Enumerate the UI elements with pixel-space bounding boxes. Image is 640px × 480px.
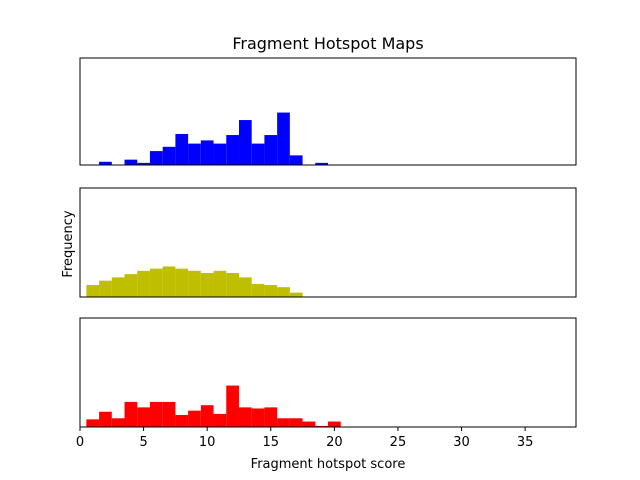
histogram-bar	[315, 425, 328, 427]
histogram-bar	[238, 120, 252, 165]
histogram-bar	[188, 410, 201, 427]
histogram-bar	[264, 285, 278, 297]
histogram-bar	[188, 143, 201, 165]
histogram-bar	[251, 283, 265, 297]
histogram-panel	[79, 317, 577, 428]
histogram-bar	[137, 407, 150, 427]
histogram-bar	[251, 408, 265, 427]
histogram-bar	[149, 401, 163, 427]
histogram-bar	[175, 415, 189, 427]
histogram-bar	[213, 413, 227, 427]
x-tick-label: 15	[262, 435, 279, 450]
histogram-bar	[302, 421, 316, 427]
histogram-bar	[162, 266, 176, 297]
histogram-bar	[149, 268, 163, 297]
histogram-bar	[111, 277, 125, 297]
histogram-bar	[200, 273, 214, 297]
histogram-bar	[175, 268, 189, 297]
x-tick-label: 5	[139, 435, 147, 450]
histogram-bar	[188, 270, 201, 297]
histogram-bar	[162, 401, 176, 427]
histogram-bar	[226, 135, 239, 165]
histogram-bar	[213, 143, 227, 165]
panel-frame	[79, 187, 577, 298]
histogram-bar	[264, 135, 278, 165]
x-tick-label: 25	[390, 435, 407, 450]
histogram-bar	[264, 407, 278, 427]
histogram-bar	[226, 273, 239, 297]
chart-title: Fragment Hotspot Maps	[232, 34, 423, 53]
panel-frame	[79, 317, 577, 428]
histogram-bar	[175, 133, 189, 165]
histogram-bar	[277, 287, 290, 297]
histogram-panels	[79, 57, 577, 428]
histogram-bar	[99, 161, 112, 165]
histogram-bar	[226, 385, 239, 427]
histogram-bar	[99, 280, 112, 297]
y-axis-label: Frequency	[61, 210, 76, 277]
histogram-bar	[289, 155, 303, 165]
histogram-bar	[99, 411, 112, 427]
histogram-bar	[124, 159, 138, 165]
x-tick-label: 35	[517, 435, 534, 450]
x-tick-label: 10	[199, 435, 216, 450]
histogram-bar	[137, 270, 150, 297]
histogram-bar	[213, 270, 227, 297]
x-tick-label: 0	[76, 435, 84, 450]
histogram-bar	[289, 292, 303, 297]
histogram-panel	[79, 187, 577, 298]
x-tick-label: 30	[453, 435, 470, 450]
x-tick-label: 20	[326, 435, 343, 450]
histogram-bar	[124, 401, 138, 427]
histogram-bar	[111, 418, 125, 427]
histogram-bar	[162, 146, 176, 165]
histogram-bar	[149, 151, 163, 165]
histogram-bar	[238, 407, 252, 427]
x-axis: 0 5 10 15 20 25 30 35	[76, 427, 534, 450]
histogram-bar	[200, 140, 214, 165]
histogram-bar	[86, 285, 100, 297]
histogram-bar	[315, 162, 328, 165]
x-axis-label: Fragment hotspot score	[251, 457, 406, 472]
panel-frame	[79, 57, 577, 166]
histogram-bar	[251, 143, 265, 165]
histogram-panel	[79, 57, 577, 166]
histogram-bar	[289, 418, 303, 427]
histogram-bar	[200, 405, 214, 427]
histogram-bar	[328, 421, 341, 427]
histogram-bar	[238, 277, 252, 297]
histogram-bar	[124, 274, 138, 297]
histogram-bar	[277, 112, 290, 165]
histogram-bar	[137, 162, 150, 165]
histogram-bar	[277, 418, 290, 427]
histogram-bar	[86, 419, 100, 427]
